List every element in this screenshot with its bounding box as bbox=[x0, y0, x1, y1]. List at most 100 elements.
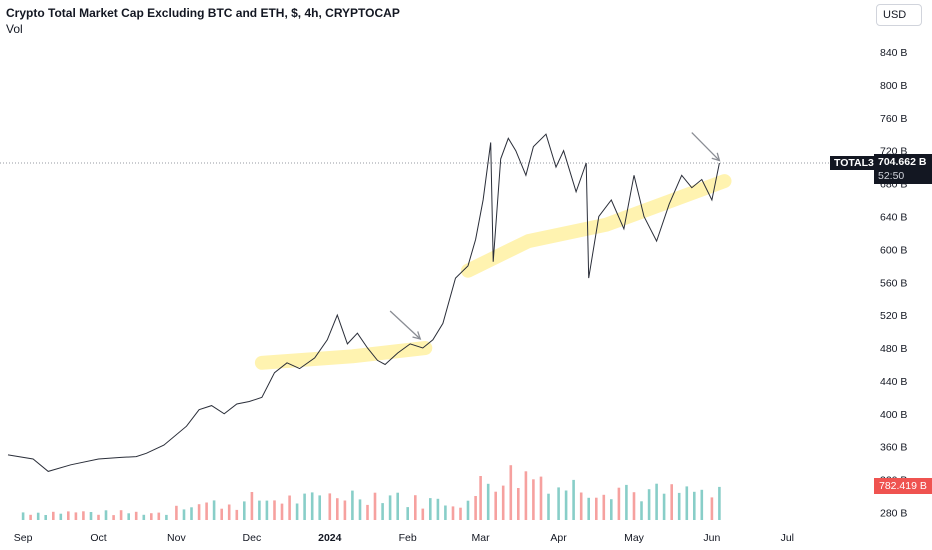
volume-bar bbox=[685, 486, 689, 520]
volume-bar bbox=[220, 508, 223, 520]
volume-bar bbox=[617, 487, 621, 520]
volume-bar bbox=[175, 505, 178, 520]
x-tick-label: Dec bbox=[243, 532, 262, 544]
volume-bar bbox=[451, 506, 455, 520]
volume-bar bbox=[310, 492, 314, 520]
volume-bar bbox=[479, 476, 482, 520]
y-tick-label: 640 B bbox=[880, 212, 907, 224]
y-tick-label: 520 B bbox=[880, 310, 907, 322]
volume-bar bbox=[602, 494, 606, 520]
volume-bar bbox=[273, 500, 276, 520]
volume-bar bbox=[97, 514, 100, 520]
volume-bar bbox=[366, 504, 369, 520]
volume-bar bbox=[466, 500, 470, 520]
volume-bar bbox=[288, 495, 291, 520]
volume-bar bbox=[21, 512, 25, 520]
y-tick-label: 800 B bbox=[880, 80, 907, 92]
volume-bar bbox=[677, 492, 681, 520]
volume-bar bbox=[595, 497, 598, 520]
volume-bar bbox=[351, 490, 354, 520]
y-tick-label: 560 B bbox=[880, 277, 907, 289]
volume-bar bbox=[212, 500, 216, 520]
volume-bar bbox=[388, 495, 392, 520]
symbol-tag: TOTAL3 bbox=[830, 156, 878, 170]
volume-bar bbox=[52, 511, 55, 520]
volume-bar bbox=[59, 513, 63, 520]
chart-title: Crypto Total Market Cap Excluding BTC an… bbox=[6, 6, 400, 20]
volume-bar bbox=[134, 511, 138, 520]
volume-bar bbox=[36, 512, 40, 520]
volume-bar bbox=[587, 497, 590, 520]
highlight-band-2 bbox=[461, 174, 732, 278]
volume-bar bbox=[29, 514, 32, 520]
currency-button[interactable]: USD bbox=[876, 4, 922, 26]
volume-bar bbox=[547, 493, 550, 520]
x-tick-label: Jun bbox=[703, 532, 720, 544]
x-tick-label: Feb bbox=[399, 532, 417, 544]
volume-bar bbox=[655, 483, 658, 520]
volume-bar bbox=[343, 500, 347, 520]
price-line bbox=[7, 133, 720, 472]
volume-bar bbox=[610, 499, 613, 520]
volume-bar bbox=[197, 504, 201, 520]
volume-bar bbox=[205, 502, 208, 520]
x-tick-label: Apr bbox=[550, 532, 567, 544]
volume-bar bbox=[474, 496, 477, 520]
x-tick-label: Nov bbox=[167, 532, 186, 544]
volume-bar bbox=[579, 492, 583, 520]
y-tick-label: 440 B bbox=[880, 376, 907, 388]
volume-bar bbox=[557, 487, 560, 520]
volume-bar bbox=[250, 492, 254, 520]
volume-bar bbox=[718, 486, 721, 520]
volume-bar bbox=[517, 488, 520, 520]
volume-bar bbox=[632, 492, 636, 520]
volume-bar bbox=[142, 514, 146, 520]
volume-bar bbox=[564, 490, 568, 520]
volume-bar bbox=[243, 501, 246, 520]
volume-bar bbox=[150, 513, 153, 520]
volume-bar bbox=[280, 503, 284, 520]
volume-layer bbox=[21, 465, 721, 520]
volume-bar bbox=[157, 512, 161, 520]
x-axis: Sep Oct Nov Dec 2024 Feb Mar Apr May Jun Jul bbox=[14, 532, 794, 544]
last-price-value: 704.662 B bbox=[878, 156, 927, 168]
y-tick-label: 840 B bbox=[880, 47, 907, 59]
highlight-layer bbox=[254, 174, 732, 370]
volume-bar bbox=[127, 513, 130, 520]
volume-bar bbox=[532, 479, 535, 520]
volume-bar bbox=[421, 508, 425, 520]
y-tick-label: 280 B bbox=[880, 508, 907, 520]
volume-bar bbox=[406, 507, 409, 520]
volume-bar bbox=[444, 505, 447, 520]
annotation-arrow-2 bbox=[691, 132, 720, 162]
volume-bar bbox=[82, 511, 85, 520]
annotation-arrow-1 bbox=[389, 310, 421, 340]
volume-value-tag: 782.419 B bbox=[874, 478, 932, 494]
volume-bar bbox=[539, 476, 543, 520]
x-tick-label: Sep bbox=[14, 532, 33, 544]
volume-bar bbox=[509, 465, 513, 520]
volume-bar bbox=[74, 512, 78, 520]
volume-bar bbox=[104, 510, 108, 520]
volume-bar bbox=[625, 484, 628, 520]
volume-bar bbox=[662, 493, 666, 520]
arrow-layer bbox=[389, 132, 721, 340]
volume-bar bbox=[165, 514, 168, 520]
volume-bar bbox=[396, 492, 399, 520]
x-tick-label: 2024 bbox=[318, 532, 342, 544]
volume-bar bbox=[182, 509, 186, 520]
volume-bar bbox=[265, 500, 269, 520]
volume-indicator-label[interactable]: Vol bbox=[6, 22, 23, 36]
x-tick-label: Mar bbox=[472, 532, 491, 544]
volume-bar bbox=[67, 511, 70, 520]
x-tick-label: Jul bbox=[781, 532, 794, 544]
volume-bar bbox=[358, 499, 362, 520]
price-layer bbox=[0, 133, 870, 472]
volume-bar bbox=[501, 485, 505, 520]
volume-bar bbox=[429, 498, 432, 520]
volume-bar bbox=[119, 510, 123, 520]
volume-bar bbox=[524, 471, 528, 520]
y-tick-label: 600 B bbox=[880, 244, 907, 256]
volume-bar bbox=[494, 491, 497, 520]
